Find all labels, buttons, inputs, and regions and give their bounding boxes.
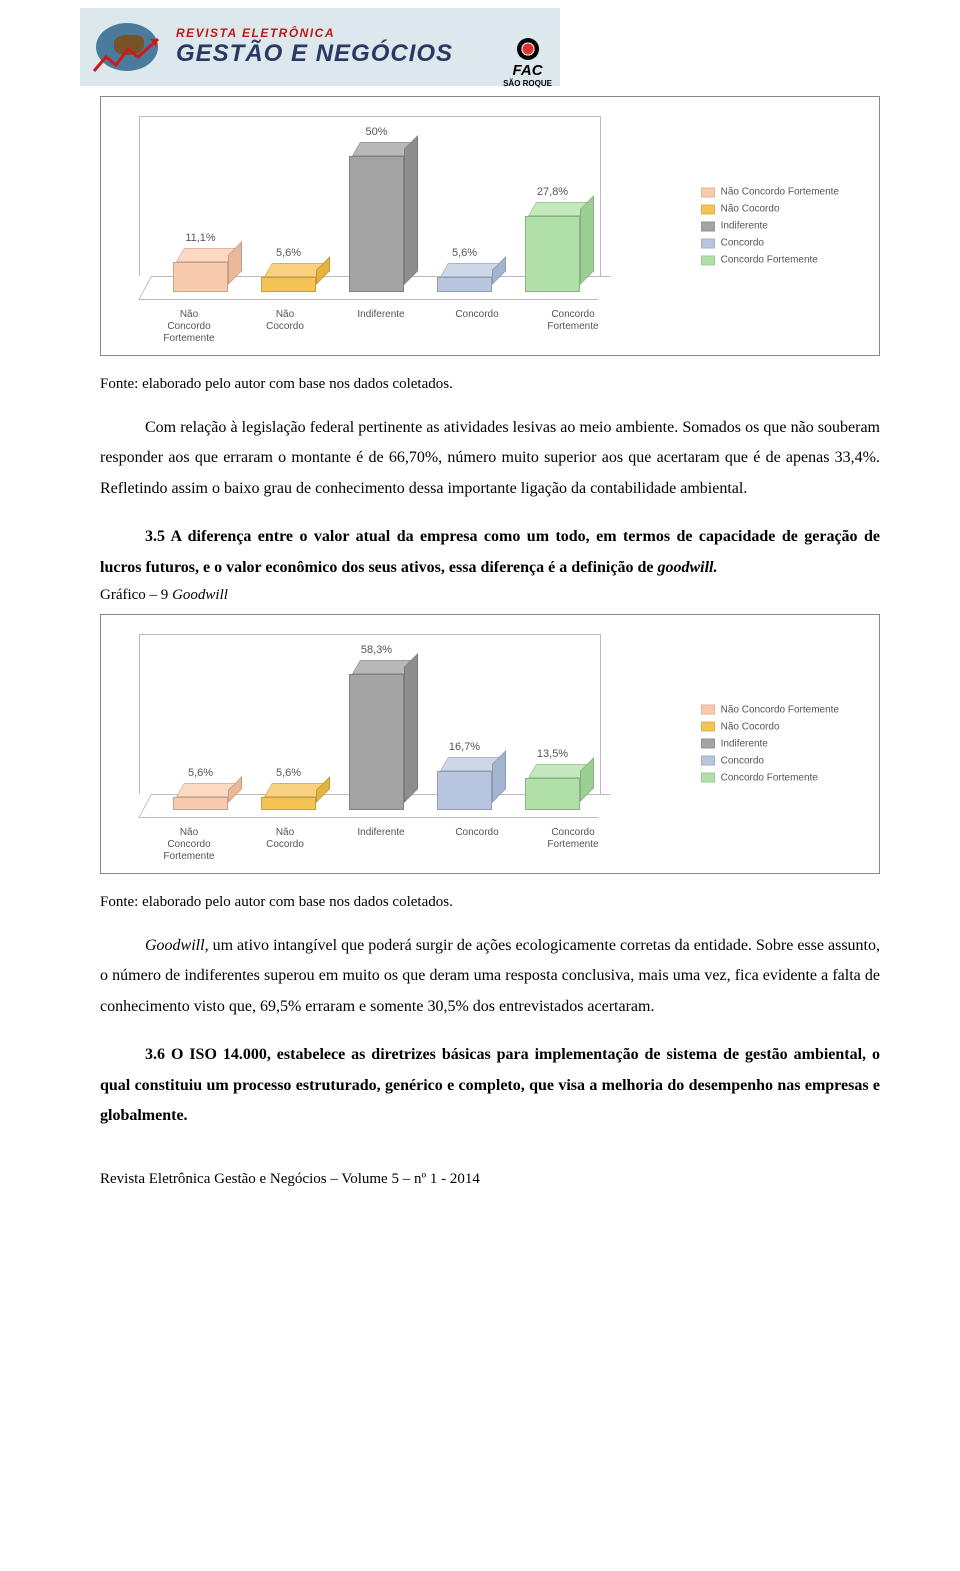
- bar-value-label: 5,6%: [188, 767, 213, 779]
- legend-label: Não Cocordo: [721, 721, 780, 732]
- bar-value-label: 5,6%: [276, 767, 301, 779]
- header-logo: [88, 17, 168, 77]
- xaxis-label: Concordo: [429, 827, 525, 863]
- legend-label: Concordo Fortemente: [721, 255, 818, 266]
- chart-bar: 16,7%: [437, 771, 492, 810]
- section-3-5-goodwill: goodwill.: [657, 559, 717, 576]
- legend-swatch: [701, 756, 715, 766]
- legend-label: Concordo: [721, 755, 764, 766]
- xaxis-label: NãoCocordo: [237, 309, 333, 345]
- legend-label: Indiferente: [721, 221, 768, 232]
- legend-label: Concordo Fortemente: [721, 772, 818, 783]
- legend-label: Não Concordo Fortemente: [721, 187, 839, 198]
- chart-bar: 27,8%: [525, 216, 580, 292]
- chart-1-caption: Fonte: elaborado pelo autor com base nos…: [100, 376, 880, 393]
- bar-value-label: 50%: [365, 126, 387, 138]
- xaxis-label: Indiferente: [333, 309, 429, 345]
- header-fac: FAC SÃO ROQUE: [503, 38, 552, 88]
- legend-item: Concordo: [701, 755, 839, 766]
- legend-item: Não Cocordo: [701, 204, 839, 215]
- fac-label: FAC: [503, 62, 552, 79]
- chart-bar: 5,6%: [261, 797, 316, 810]
- chart-1: 11,1% 5,6% 50% 5,6% 27,8% NãoConcordoForteme…: [100, 96, 880, 356]
- paragraph-2-rest: um ativo intangível que poderá surgir de…: [100, 937, 880, 1015]
- legend-swatch: [701, 204, 715, 214]
- legend-item: Não Concordo Fortemente: [701, 704, 839, 715]
- xaxis-label: Concordo: [429, 309, 525, 345]
- legend-label: Indiferente: [721, 738, 768, 749]
- bar-value-label: 27,8%: [537, 186, 568, 198]
- legend-item: Não Cocordo: [701, 721, 839, 732]
- section-3-5-text: 3.5 A diferença entre o valor atual da e…: [100, 528, 880, 575]
- chart-2-title: Gráfico – 9 Goodwill: [100, 587, 880, 604]
- legend-swatch: [701, 705, 715, 715]
- header-top-text: REVISTA ELETRÔNICA: [176, 26, 552, 40]
- legend-swatch: [701, 739, 715, 749]
- paragraph-2: Goodwill, um ativo intangível que poderá…: [100, 931, 880, 1022]
- chart-2-caption: Fonte: elaborado pelo autor com base nos…: [100, 894, 880, 911]
- section-3-5-heading: 3.5 A diferença entre o valor atual da e…: [100, 522, 880, 583]
- chart-bar: 5,6%: [173, 797, 228, 810]
- legend-item: Concordo Fortemente: [701, 255, 839, 266]
- legend-label: Não Cocordo: [721, 204, 780, 215]
- header-main-text: GESTÃO E NEGÓCIOS: [176, 40, 552, 68]
- chart-bar: 11,1%: [173, 262, 228, 292]
- fac-sublabel: SÃO ROQUE: [503, 79, 552, 88]
- chart-2: 5,6% 5,6% 58,3% 16,7% 13,5% NãoConcordoForte…: [100, 614, 880, 874]
- chart-bar: 5,6%: [437, 277, 492, 292]
- bar-value-label: 5,6%: [276, 247, 301, 259]
- page-footer: Revista Eletrônica Gestão e Negócios – V…: [100, 1171, 880, 1188]
- legend-swatch: [701, 722, 715, 732]
- chart-bar: 5,6%: [261, 277, 316, 292]
- paragraph-1: Com relação à legislação federal pertine…: [100, 413, 880, 504]
- legend-label: Concordo: [721, 238, 764, 249]
- legend-swatch: [701, 238, 715, 248]
- paragraph-2-goodwill: Goodwill,: [145, 937, 209, 954]
- fac-badge-icon: [517, 38, 539, 60]
- bar-value-label: 58,3%: [361, 644, 392, 656]
- xaxis-label: ConcordoFortemente: [525, 309, 621, 345]
- chart-bar: 58,3%: [349, 674, 404, 810]
- legend-label: Não Concordo Fortemente: [721, 704, 839, 715]
- chart-bar: 13,5%: [525, 778, 580, 809]
- legend-swatch: [701, 773, 715, 783]
- chart-2-title-a: Gráfico – 9: [100, 587, 172, 603]
- legend-item: Concordo: [701, 238, 839, 249]
- legend-item: Indiferente: [701, 738, 839, 749]
- legend-swatch: [701, 221, 715, 231]
- legend-swatch: [701, 187, 715, 197]
- chart-bar: 50%: [349, 156, 404, 292]
- legend-swatch: [701, 255, 715, 265]
- xaxis-label: ConcordoFortemente: [525, 827, 621, 863]
- journal-header: REVISTA ELETRÔNICA GESTÃO E NEGÓCIOS FAC…: [80, 8, 560, 86]
- bar-value-label: 5,6%: [452, 247, 477, 259]
- legend-item: Indiferente: [701, 221, 839, 232]
- bar-value-label: 11,1%: [185, 232, 215, 244]
- xaxis-label: NãoConcordoFortemente: [141, 309, 237, 345]
- section-3-6-heading: 3.6 O ISO 14.000, estabelece as diretriz…: [100, 1040, 880, 1131]
- legend-item: Não Concordo Fortemente: [701, 187, 839, 198]
- xaxis-label: Indiferente: [333, 827, 429, 863]
- bar-value-label: 16,7%: [449, 741, 480, 753]
- chart-2-title-b: Goodwill: [172, 587, 228, 603]
- bar-value-label: 13,5%: [537, 748, 568, 760]
- xaxis-label: NãoCocordo: [237, 827, 333, 863]
- xaxis-label: NãoConcordoFortemente: [141, 827, 237, 863]
- legend-item: Concordo Fortemente: [701, 772, 839, 783]
